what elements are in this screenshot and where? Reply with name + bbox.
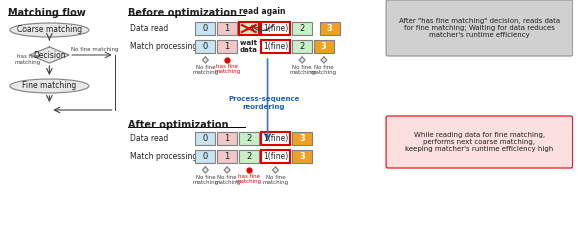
- Text: 1: 1: [224, 152, 230, 161]
- Text: has fine
matching: has fine matching: [214, 64, 240, 74]
- Text: read again: read again: [239, 7, 285, 17]
- FancyBboxPatch shape: [320, 22, 340, 35]
- Text: 0: 0: [203, 152, 208, 161]
- Text: 1(fine): 1(fine): [263, 152, 288, 161]
- Text: No fine
matching: No fine matching: [193, 175, 219, 185]
- Polygon shape: [30, 47, 69, 63]
- Text: 1(fine): 1(fine): [263, 24, 288, 33]
- Text: Match processing: Match processing: [130, 42, 198, 51]
- Text: After optimization: After optimization: [128, 120, 229, 130]
- Text: 2: 2: [299, 24, 305, 33]
- Ellipse shape: [10, 23, 89, 37]
- Text: wait for
data: wait for data: [240, 40, 271, 53]
- Text: No fine matching: No fine matching: [71, 47, 118, 52]
- FancyBboxPatch shape: [292, 22, 312, 35]
- Text: After "has fine matching" decision, reads data
for fine matching; Waiting for da: After "has fine matching" decision, read…: [399, 18, 560, 38]
- Text: Decision: Decision: [33, 50, 66, 60]
- Text: 1: 1: [224, 42, 230, 51]
- Text: 1(fine): 1(fine): [263, 134, 288, 143]
- Text: 3: 3: [299, 134, 305, 143]
- FancyBboxPatch shape: [292, 150, 312, 163]
- FancyBboxPatch shape: [195, 150, 215, 163]
- Polygon shape: [299, 57, 305, 63]
- Text: 1: 1: [224, 134, 230, 143]
- FancyBboxPatch shape: [195, 22, 215, 35]
- FancyBboxPatch shape: [195, 132, 215, 145]
- FancyBboxPatch shape: [260, 150, 290, 163]
- Text: Before optimization: Before optimization: [128, 8, 237, 18]
- FancyBboxPatch shape: [218, 22, 237, 35]
- Polygon shape: [224, 167, 230, 173]
- FancyBboxPatch shape: [239, 150, 259, 163]
- Text: 0: 0: [203, 24, 208, 33]
- Text: 2: 2: [246, 134, 252, 143]
- FancyBboxPatch shape: [292, 40, 312, 53]
- Text: Process-sequence
reordering: Process-sequence reordering: [228, 96, 299, 109]
- Text: No fine
matching: No fine matching: [193, 65, 219, 75]
- FancyBboxPatch shape: [386, 0, 572, 56]
- Text: Fine matching: Fine matching: [22, 82, 77, 90]
- Text: 1(fine): 1(fine): [263, 42, 288, 51]
- FancyBboxPatch shape: [260, 132, 290, 145]
- FancyBboxPatch shape: [195, 40, 215, 53]
- Text: 0: 0: [203, 42, 208, 51]
- Text: While reading data for fine matching,
performs next coarse matching,
keeping mat: While reading data for fine matching, pe…: [405, 132, 553, 152]
- FancyBboxPatch shape: [260, 22, 290, 35]
- Text: has fine
matching: has fine matching: [235, 174, 262, 184]
- Polygon shape: [202, 57, 208, 63]
- Text: Data read: Data read: [130, 24, 169, 33]
- FancyBboxPatch shape: [292, 132, 312, 145]
- Text: 1: 1: [224, 24, 230, 33]
- FancyBboxPatch shape: [239, 132, 259, 145]
- Polygon shape: [202, 167, 208, 173]
- Polygon shape: [321, 57, 327, 63]
- Text: Matching flow: Matching flow: [8, 8, 86, 18]
- Text: 0: 0: [203, 134, 208, 143]
- Text: No fine
matching: No fine matching: [262, 175, 288, 185]
- FancyBboxPatch shape: [239, 22, 259, 35]
- Text: Data read: Data read: [130, 134, 169, 143]
- Text: has fine
matching: has fine matching: [14, 54, 41, 65]
- Text: 3: 3: [327, 24, 333, 33]
- Polygon shape: [273, 167, 278, 173]
- FancyBboxPatch shape: [386, 116, 572, 168]
- Text: 3: 3: [299, 152, 305, 161]
- Ellipse shape: [10, 79, 89, 93]
- Text: No fine
matching: No fine matching: [289, 65, 315, 75]
- Text: No fine
matching: No fine matching: [311, 65, 337, 75]
- Text: 2: 2: [299, 42, 305, 51]
- Text: Match processing: Match processing: [130, 152, 198, 161]
- Text: 3: 3: [321, 42, 327, 51]
- FancyBboxPatch shape: [218, 40, 237, 53]
- FancyBboxPatch shape: [218, 132, 237, 145]
- FancyBboxPatch shape: [218, 150, 237, 163]
- Text: 2: 2: [246, 152, 252, 161]
- FancyBboxPatch shape: [314, 40, 334, 53]
- Text: No fine
matching: No fine matching: [214, 175, 240, 185]
- Text: Coarse matching: Coarse matching: [17, 25, 82, 35]
- FancyBboxPatch shape: [260, 40, 290, 53]
